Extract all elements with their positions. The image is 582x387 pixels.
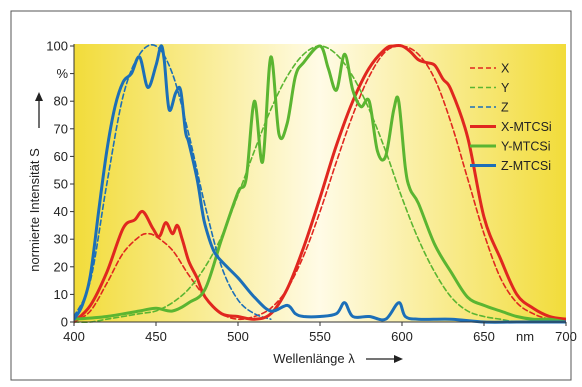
x-tick-label: 550	[309, 329, 331, 344]
legend-label: Z-MTCSi	[501, 159, 551, 173]
x-tick-label: 650	[473, 329, 495, 344]
y-tick-label: 60	[54, 149, 68, 164]
y-axis-arrow	[35, 92, 43, 128]
y-tick-label: 40	[54, 204, 68, 219]
y-axis-title: normierte Intensität S	[27, 92, 43, 272]
plot-area	[74, 44, 566, 322]
series-line-z-mtcsi	[74, 44, 566, 324]
series-line-x-mtcsi	[74, 44, 566, 324]
legend-label: Y-MTCSi	[501, 140, 551, 154]
x-axis: 400 450 500 550 600 650 nm 700	[63, 321, 577, 344]
x-tick-label: 450	[145, 329, 167, 344]
x-axis-title: Wellenlänge λ	[273, 351, 403, 366]
x-axis-arrow	[366, 355, 403, 363]
y-tick-label: 30	[54, 232, 68, 247]
y-axis-label: normierte Intensität S	[27, 148, 42, 272]
y-tick-label: 70	[54, 121, 68, 136]
y-tick-label: 0	[61, 315, 68, 330]
x-tick-label: 500	[227, 329, 249, 344]
x-axis-label: Wellenlänge λ	[273, 351, 355, 366]
series-line-z	[74, 44, 272, 320]
y-tick-label: 100	[46, 39, 68, 54]
legend-label: X	[501, 62, 510, 76]
x-tick-label: 700	[555, 329, 577, 344]
data-series	[74, 44, 566, 324]
x-tick-label: nm	[516, 329, 534, 344]
y-tick-label: 50	[54, 177, 68, 192]
legend-label: Z	[501, 101, 509, 115]
legend-label: Y	[501, 81, 510, 95]
y-tick-label: 20	[54, 259, 68, 274]
series-line-x	[74, 45, 566, 323]
y-tick-label: %	[56, 66, 68, 81]
x-tick-label: 400	[63, 329, 85, 344]
legend-label: X-MTCSi	[501, 120, 552, 134]
y-tick-label: 10	[54, 287, 68, 302]
x-tick-label: 600	[391, 329, 413, 344]
y-tick-label: 80	[54, 94, 68, 109]
legend: XYZ X-MTCSi Y-MTCSi Z-MTCSi	[470, 62, 552, 173]
